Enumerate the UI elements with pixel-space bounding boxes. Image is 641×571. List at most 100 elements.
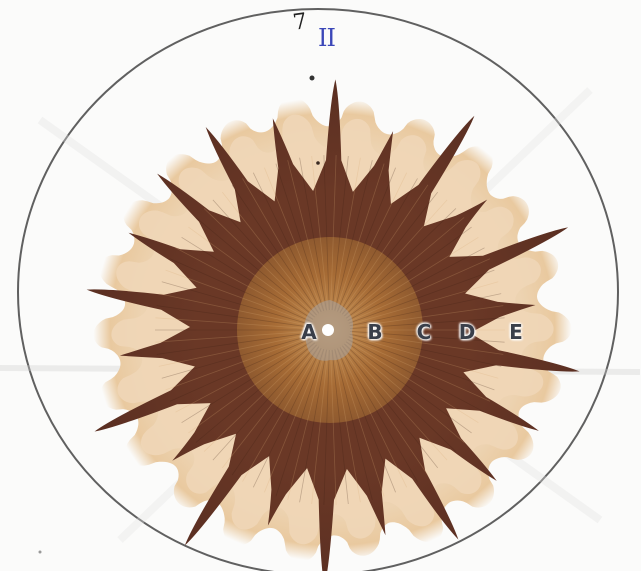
radial-streak — [334, 349, 373, 500]
radial-streak — [161, 281, 311, 325]
radial-streak — [347, 247, 485, 321]
radial-streak — [333, 157, 361, 311]
radial-streak — [348, 336, 495, 391]
radial-streak — [341, 191, 439, 315]
zone-label-d: D — [458, 320, 476, 344]
zone-label-c: C — [416, 320, 432, 344]
radial-streak — [345, 342, 465, 443]
radial-streak — [212, 199, 317, 316]
radial-streak — [158, 333, 311, 367]
radial-streak — [338, 172, 408, 313]
radial-streak — [181, 236, 314, 320]
radial-streak — [346, 236, 479, 320]
radial-streak — [338, 347, 408, 488]
radial-streak — [156, 305, 311, 328]
zone-label-a: A — [301, 320, 317, 344]
radial-streak — [155, 331, 311, 343]
radial-streak — [275, 348, 325, 497]
radial-streak — [221, 191, 319, 315]
radial-streaks — [155, 155, 505, 505]
radial-streak — [348, 269, 495, 324]
paper-circle-outline — [17, 8, 619, 571]
radial-streak — [349, 335, 499, 379]
radial-streak — [347, 339, 485, 413]
radial-streak — [340, 346, 429, 476]
radial-streak — [275, 163, 325, 312]
radial-streak — [345, 341, 472, 434]
radial-streak — [339, 347, 418, 482]
radial-streak — [330, 155, 337, 311]
radial-streak — [169, 337, 312, 402]
radial-streak — [299, 157, 327, 311]
radial-streak — [287, 160, 326, 311]
radial-streak — [337, 167, 396, 312]
radial-streak — [331, 349, 349, 505]
pencil-dot — [38, 550, 42, 554]
radial-streak — [231, 184, 320, 314]
radial-streak — [188, 341, 315, 434]
radial-streak — [156, 332, 311, 355]
radial-streak — [339, 178, 418, 313]
radial-streak — [299, 349, 327, 503]
radial-streak — [340, 184, 429, 314]
radial-streak — [311, 155, 329, 311]
radial-streak — [349, 281, 499, 325]
radial-streak — [349, 333, 502, 367]
radial-streak — [323, 155, 330, 311]
radial-streak — [335, 163, 385, 312]
zone-label-b: B — [367, 320, 383, 344]
radial-streak — [242, 178, 321, 313]
radial-streak — [195, 342, 315, 443]
radial-streak — [175, 339, 313, 413]
radial-streak — [343, 344, 448, 461]
radial-streak — [221, 345, 319, 469]
radial-streak — [203, 343, 316, 452]
pencil-dot — [309, 75, 315, 81]
radial-streak — [349, 293, 502, 327]
radial-streak — [161, 335, 311, 379]
radial-streak — [264, 348, 323, 493]
radial-streak — [195, 217, 315, 318]
radial-streak — [341, 345, 439, 469]
radial-streak — [349, 317, 505, 329]
radial-streak — [349, 332, 504, 355]
radial-streak — [252, 347, 322, 488]
radial-streak — [165, 269, 312, 324]
radial-streak — [287, 349, 326, 500]
radial-streak — [231, 346, 320, 476]
radial-streak — [165, 336, 312, 391]
radial-streak — [345, 226, 472, 319]
radial-streak — [311, 349, 329, 505]
radial-streak — [188, 226, 315, 319]
radial-streak — [175, 247, 313, 321]
radial-streak — [346, 340, 479, 424]
radial-streak — [349, 331, 505, 343]
radial-streak — [330, 349, 337, 505]
radial-streak — [337, 348, 396, 493]
radial-streak — [348, 258, 491, 323]
radial-streak — [334, 160, 373, 311]
radial-streak — [331, 155, 349, 311]
center-hole — [322, 324, 334, 336]
pencil-dot — [316, 161, 320, 165]
radial-streak — [345, 217, 465, 318]
radial-streak — [335, 348, 385, 497]
radial-streak — [343, 199, 448, 316]
radial-streak — [203, 208, 316, 317]
radial-streak — [155, 317, 311, 329]
radial-streak — [158, 293, 311, 327]
radial-streak — [169, 258, 312, 323]
radial-streak — [333, 349, 361, 503]
radial-streak — [181, 340, 314, 424]
zone-label-e: E — [509, 320, 523, 344]
handwritten-roman-numeral: II — [318, 24, 336, 52]
radial-streak — [349, 305, 504, 328]
radial-streak — [348, 337, 491, 402]
radial-streak — [212, 344, 317, 461]
radial-streak — [252, 172, 322, 313]
radial-streak — [344, 208, 457, 317]
radial-streak — [242, 347, 321, 482]
radial-streak — [323, 349, 330, 505]
